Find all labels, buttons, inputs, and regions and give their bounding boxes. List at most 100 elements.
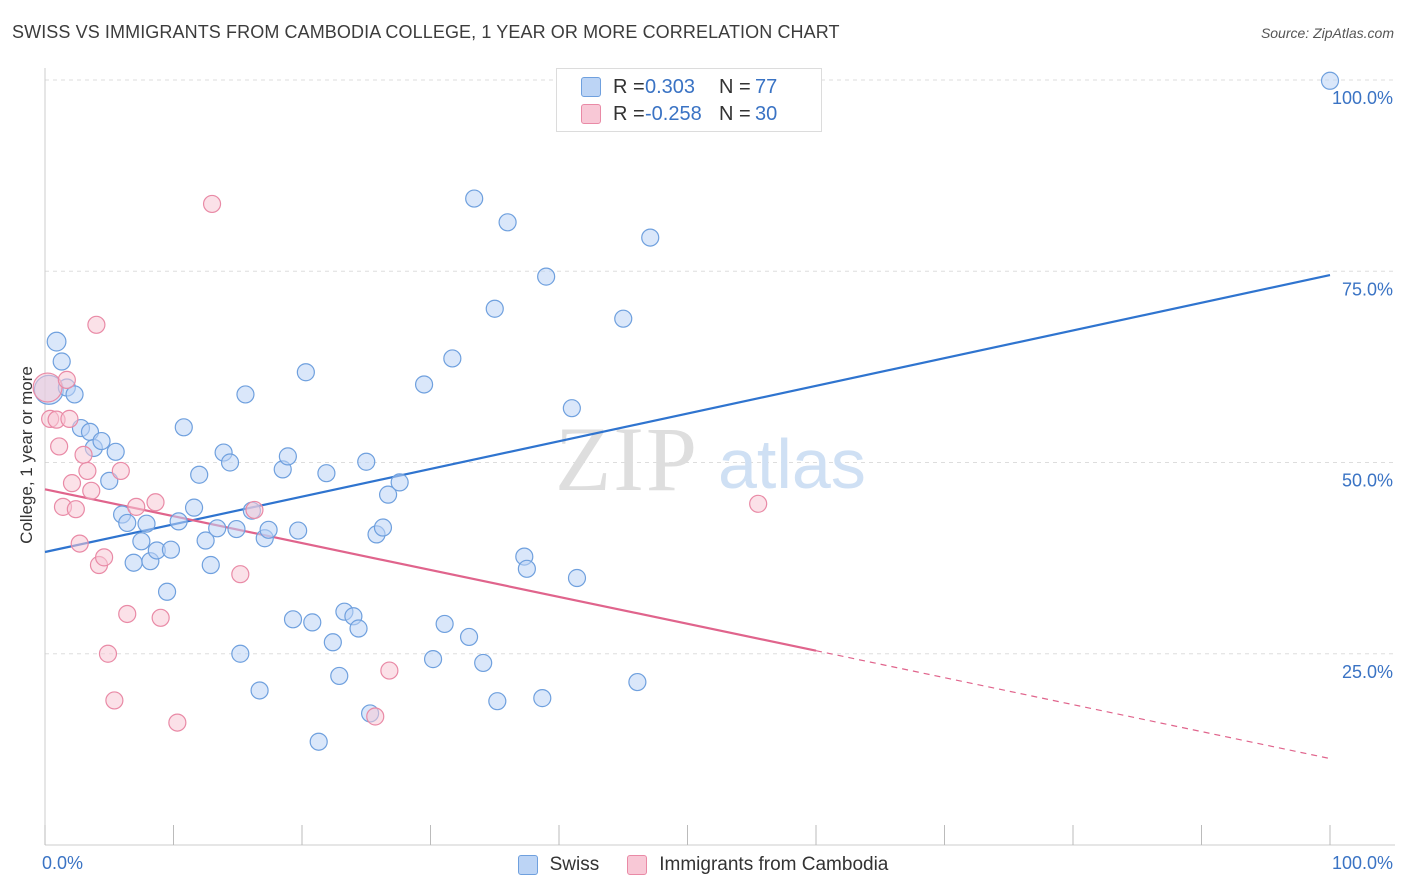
swiss-point: [227, 519, 246, 539]
cambodia-point: [127, 497, 146, 516]
r-label: R =: [613, 75, 645, 98]
cambodia-point: [62, 474, 82, 493]
cambodia-point: [78, 461, 97, 481]
stats-legend-row-cambodia: R = -0.258 N = 30: [581, 102, 777, 126]
swiss-point: [250, 681, 269, 700]
swiss-point: [174, 418, 193, 437]
cambodia-point: [118, 604, 137, 624]
swiss-point: [614, 309, 633, 328]
r-label: R =: [613, 102, 645, 125]
watermark-atlas: atlas: [718, 425, 866, 503]
swiss-point: [373, 518, 393, 537]
swiss-point: [65, 385, 84, 404]
cambodia-point: [87, 315, 106, 334]
cambodia-point: [82, 481, 101, 500]
stats-legend: R = 0.303 N = 77 R = -0.258 N = 30: [556, 68, 822, 132]
swiss-point: [208, 519, 227, 538]
swiss-point: [259, 520, 278, 539]
cambodia-point: [98, 644, 118, 663]
swiss-point: [641, 228, 660, 247]
cambodia-point: [231, 565, 250, 584]
x-tick-label: 0.0%: [42, 853, 83, 873]
swiss-point: [459, 627, 479, 647]
swiss-point: [289, 521, 308, 540]
y-tick-label: 100.0%: [1332, 88, 1393, 108]
cambodia-point: [95, 548, 114, 567]
y-tick-label: 25.0%: [1342, 662, 1393, 682]
swiss-point: [106, 442, 125, 461]
chart-title: SWISS VS IMMIGRANTS FROM CAMBODIA COLLEG…: [12, 22, 840, 42]
swiss-point: [390, 473, 409, 492]
swiss-point: [236, 385, 255, 404]
swiss-point: [196, 531, 215, 550]
legend-item-swiss: Swiss: [517, 854, 600, 876]
cambodia-point: [202, 194, 222, 214]
cambodia-point: [245, 500, 264, 520]
watermark: ZIP atlas: [555, 408, 866, 510]
swiss-point: [278, 447, 297, 466]
cambodia-trend-extension: [815, 650, 1331, 760]
swiss-point: [303, 613, 322, 632]
swiss-point: [465, 189, 484, 208]
swiss-point: [488, 692, 507, 711]
swiss-trend-line: [44, 273, 1331, 554]
cambodia-point: [70, 534, 89, 553]
swiss-point: [100, 471, 119, 490]
chart-source: Source: ZipAtlas.com: [1260, 25, 1394, 41]
swiss-point: [132, 532, 151, 551]
cambodia-point: [105, 691, 124, 710]
swiss-point: [118, 513, 137, 533]
cambodia-point: [111, 461, 130, 481]
cambodia-point: [380, 661, 399, 680]
tick-labels: 25.0% 50.0% 75.0% 100.0% 0.0% 100.0%: [42, 88, 1393, 873]
data-points: [32, 71, 1340, 751]
y-tick-label: 50.0%: [1342, 471, 1393, 491]
legend-label-cambodia: Immigrants from Cambodia: [659, 854, 889, 875]
cambodia-point: [50, 437, 69, 456]
swiss-point: [323, 633, 342, 652]
series-legend: Swiss Immigrants from Cambodia: [0, 852, 1406, 878]
swiss-point: [124, 553, 143, 572]
legend-swatch-swiss: [581, 77, 601, 97]
swiss-point: [474, 653, 493, 673]
legend-item-cambodia: Immigrants from Cambodia: [627, 854, 888, 876]
n-value: 30: [755, 102, 778, 125]
swiss-point: [220, 453, 240, 472]
swiss-point: [46, 331, 67, 352]
stats-legend-row-swiss: R = 0.303 N = 77: [581, 75, 777, 99]
legend-swatch-cambodia: [581, 104, 601, 124]
x-tick-label: 100.0%: [1332, 853, 1393, 873]
swiss-point: [357, 452, 376, 471]
swiss-point: [517, 559, 536, 578]
swiss-point: [443, 349, 462, 368]
y-axis-label: College, 1 year or more: [17, 366, 36, 544]
cambodia-point: [57, 370, 76, 389]
swiss-point: [184, 498, 204, 517]
n-label: N =: [719, 102, 751, 125]
swiss-point: [423, 650, 443, 669]
swiss-point: [137, 514, 156, 533]
cambodia-point: [749, 494, 768, 513]
n-label: N =: [719, 75, 751, 98]
swiss-point: [1320, 71, 1340, 90]
swiss-point: [498, 213, 517, 232]
swiss-point: [330, 666, 349, 686]
swiss-point: [161, 540, 181, 559]
swiss-point: [567, 568, 587, 588]
cambodia-point: [74, 445, 93, 464]
cambodia-point: [366, 707, 385, 726]
cambodia-point: [60, 409, 79, 428]
trend-lines: [44, 273, 1331, 760]
swiss-point: [533, 689, 552, 708]
cambodia-point: [32, 372, 63, 403]
swiss-point: [309, 732, 328, 751]
legend-swatch-cambodia: [627, 855, 648, 875]
swiss-point: [435, 614, 454, 634]
legend-label-swiss: Swiss: [549, 854, 600, 875]
swiss-point: [485, 299, 504, 318]
cambodia-point: [168, 713, 187, 732]
swiss-point: [169, 512, 188, 531]
axes: [44, 68, 1395, 846]
cambodia-point: [151, 608, 170, 627]
legend-swatch-swiss: [517, 855, 538, 875]
